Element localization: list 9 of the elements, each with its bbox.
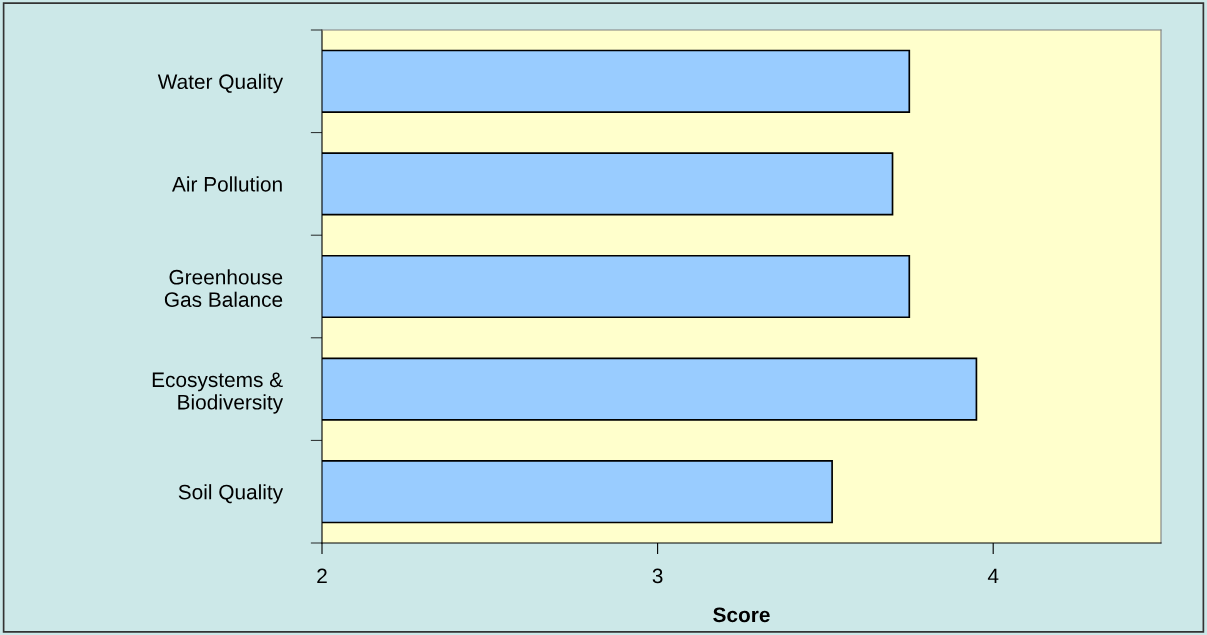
- x-tick-label: 4: [987, 568, 999, 584]
- y-tick-label: Water Quality: [157, 73, 284, 94]
- y-tick-label: Air Pollution: [171, 176, 282, 192]
- y-tick-label: Greenhouse Gas Balance: [164, 269, 283, 307]
- x-tick-label: 3: [652, 568, 663, 584]
- x-axis-title: Score: [713, 607, 770, 623]
- y-tick-label: Ecosystems & Biodiversity: [152, 372, 284, 414]
- y-tick-label: Soil Quality: [178, 484, 284, 504]
- x-tick-label: 2: [317, 568, 327, 584]
